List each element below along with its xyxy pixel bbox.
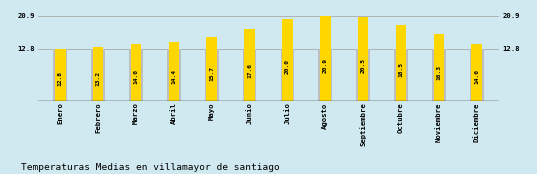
Bar [471,44,482,101]
Text: 17.6: 17.6 [247,63,252,78]
Bar [358,17,368,101]
Bar [357,49,370,101]
Bar [169,42,179,101]
Bar [93,47,104,101]
Bar [55,49,66,101]
Bar [433,34,444,101]
Bar [129,49,143,101]
Bar [281,49,294,101]
Bar [320,16,331,101]
Bar [130,44,141,101]
Bar [243,49,256,101]
Bar [318,49,332,101]
Bar [432,49,446,101]
Bar [54,49,67,101]
Bar [282,19,293,101]
Text: 20.9: 20.9 [323,58,328,73]
Text: 14.0: 14.0 [134,69,139,84]
Bar [244,29,255,101]
Text: 16.3: 16.3 [437,65,441,80]
Text: 15.7: 15.7 [209,66,214,81]
Bar [470,49,483,101]
Text: 18.5: 18.5 [398,62,403,77]
Text: 14.0: 14.0 [474,69,479,84]
Text: 20.5: 20.5 [361,58,366,73]
Text: 12.8: 12.8 [58,72,63,86]
Bar [205,49,219,101]
Bar [167,49,180,101]
Text: 14.4: 14.4 [171,69,176,84]
Bar [396,25,407,101]
Text: Temperaturas Medias en villamayor de santiago: Temperaturas Medias en villamayor de san… [21,163,280,172]
Text: 20.0: 20.0 [285,59,290,74]
Bar [206,37,217,101]
Bar [91,49,105,101]
Text: 13.2: 13.2 [96,71,100,86]
Bar [394,49,408,101]
